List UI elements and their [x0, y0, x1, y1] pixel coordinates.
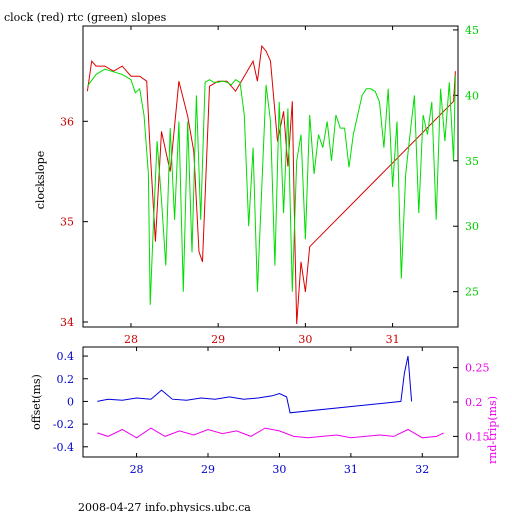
slopes-x-tick-label: 31 [386, 333, 400, 346]
chart-title: clock (red) rtc (green) slopes [4, 11, 167, 24]
slopes-series-line-0 [86, 44, 456, 325]
offset-left-tick-label: 0 [67, 395, 74, 408]
slopes-plot-frame [82, 25, 459, 328]
slopes-x-tick-label: 28 [124, 333, 138, 346]
offset-left-axis-label: offset(ms) [30, 374, 43, 430]
offset-x-tick-label: 28 [130, 463, 144, 476]
slopes-right-tick-label: 35 [465, 155, 479, 168]
offset-right-axis-label: rnd-trip(ms) [486, 396, 499, 464]
offset-right-tick-label: 0.2 [465, 396, 483, 409]
slopes-left-tick-label: 35 [60, 216, 74, 229]
offset-plot-frame [82, 346, 459, 458]
offset-left-tick-label: -0.2 [53, 418, 74, 431]
offset-plot: offset(ms) rnd-trip(ms) 28 29 30 31 32 -0.4 -0… [30, 346, 499, 476]
slopes-right-tick-label: 30 [465, 220, 479, 233]
offset-left-tick-label: -0.4 [53, 441, 74, 454]
slopes-x-tick-label: 30 [298, 333, 312, 346]
offset-x-tick-label: 31 [344, 463, 358, 476]
offset-left-tick-label: 0.2 [57, 373, 75, 386]
slopes-right-tick-label: 25 [465, 286, 479, 299]
offset-x-tick-label: 29 [201, 463, 215, 476]
slopes-left-axis-label: clockslope [34, 151, 47, 209]
slopes-plot: clockslope 28 29 30 31 34 35 36 25 30 35 40 45 [34, 24, 479, 346]
slopes-right-tick-label: 45 [465, 24, 479, 37]
slopes-right-tick-label: 40 [465, 89, 479, 102]
footer-credit: 2008-04-27 info.physics.ubc.ca [78, 501, 251, 512]
offset-right-tick-label: 0.25 [465, 362, 490, 375]
slopes-left-tick-label: 34 [60, 316, 74, 329]
offset-left-tick-label: 0.4 [57, 350, 75, 363]
slopes-x-tick-label: 29 [211, 333, 225, 346]
offset-right-tick-label: 0.15 [465, 430, 490, 443]
offset-series-line-0 [97, 355, 413, 414]
slopes-left-tick-label: 36 [60, 115, 74, 128]
offset-series-line-1 [97, 427, 444, 439]
offset-x-tick-label: 30 [272, 463, 286, 476]
slopes-series-line-1 [86, 68, 456, 305]
offset-x-tick-label: 32 [415, 463, 429, 476]
